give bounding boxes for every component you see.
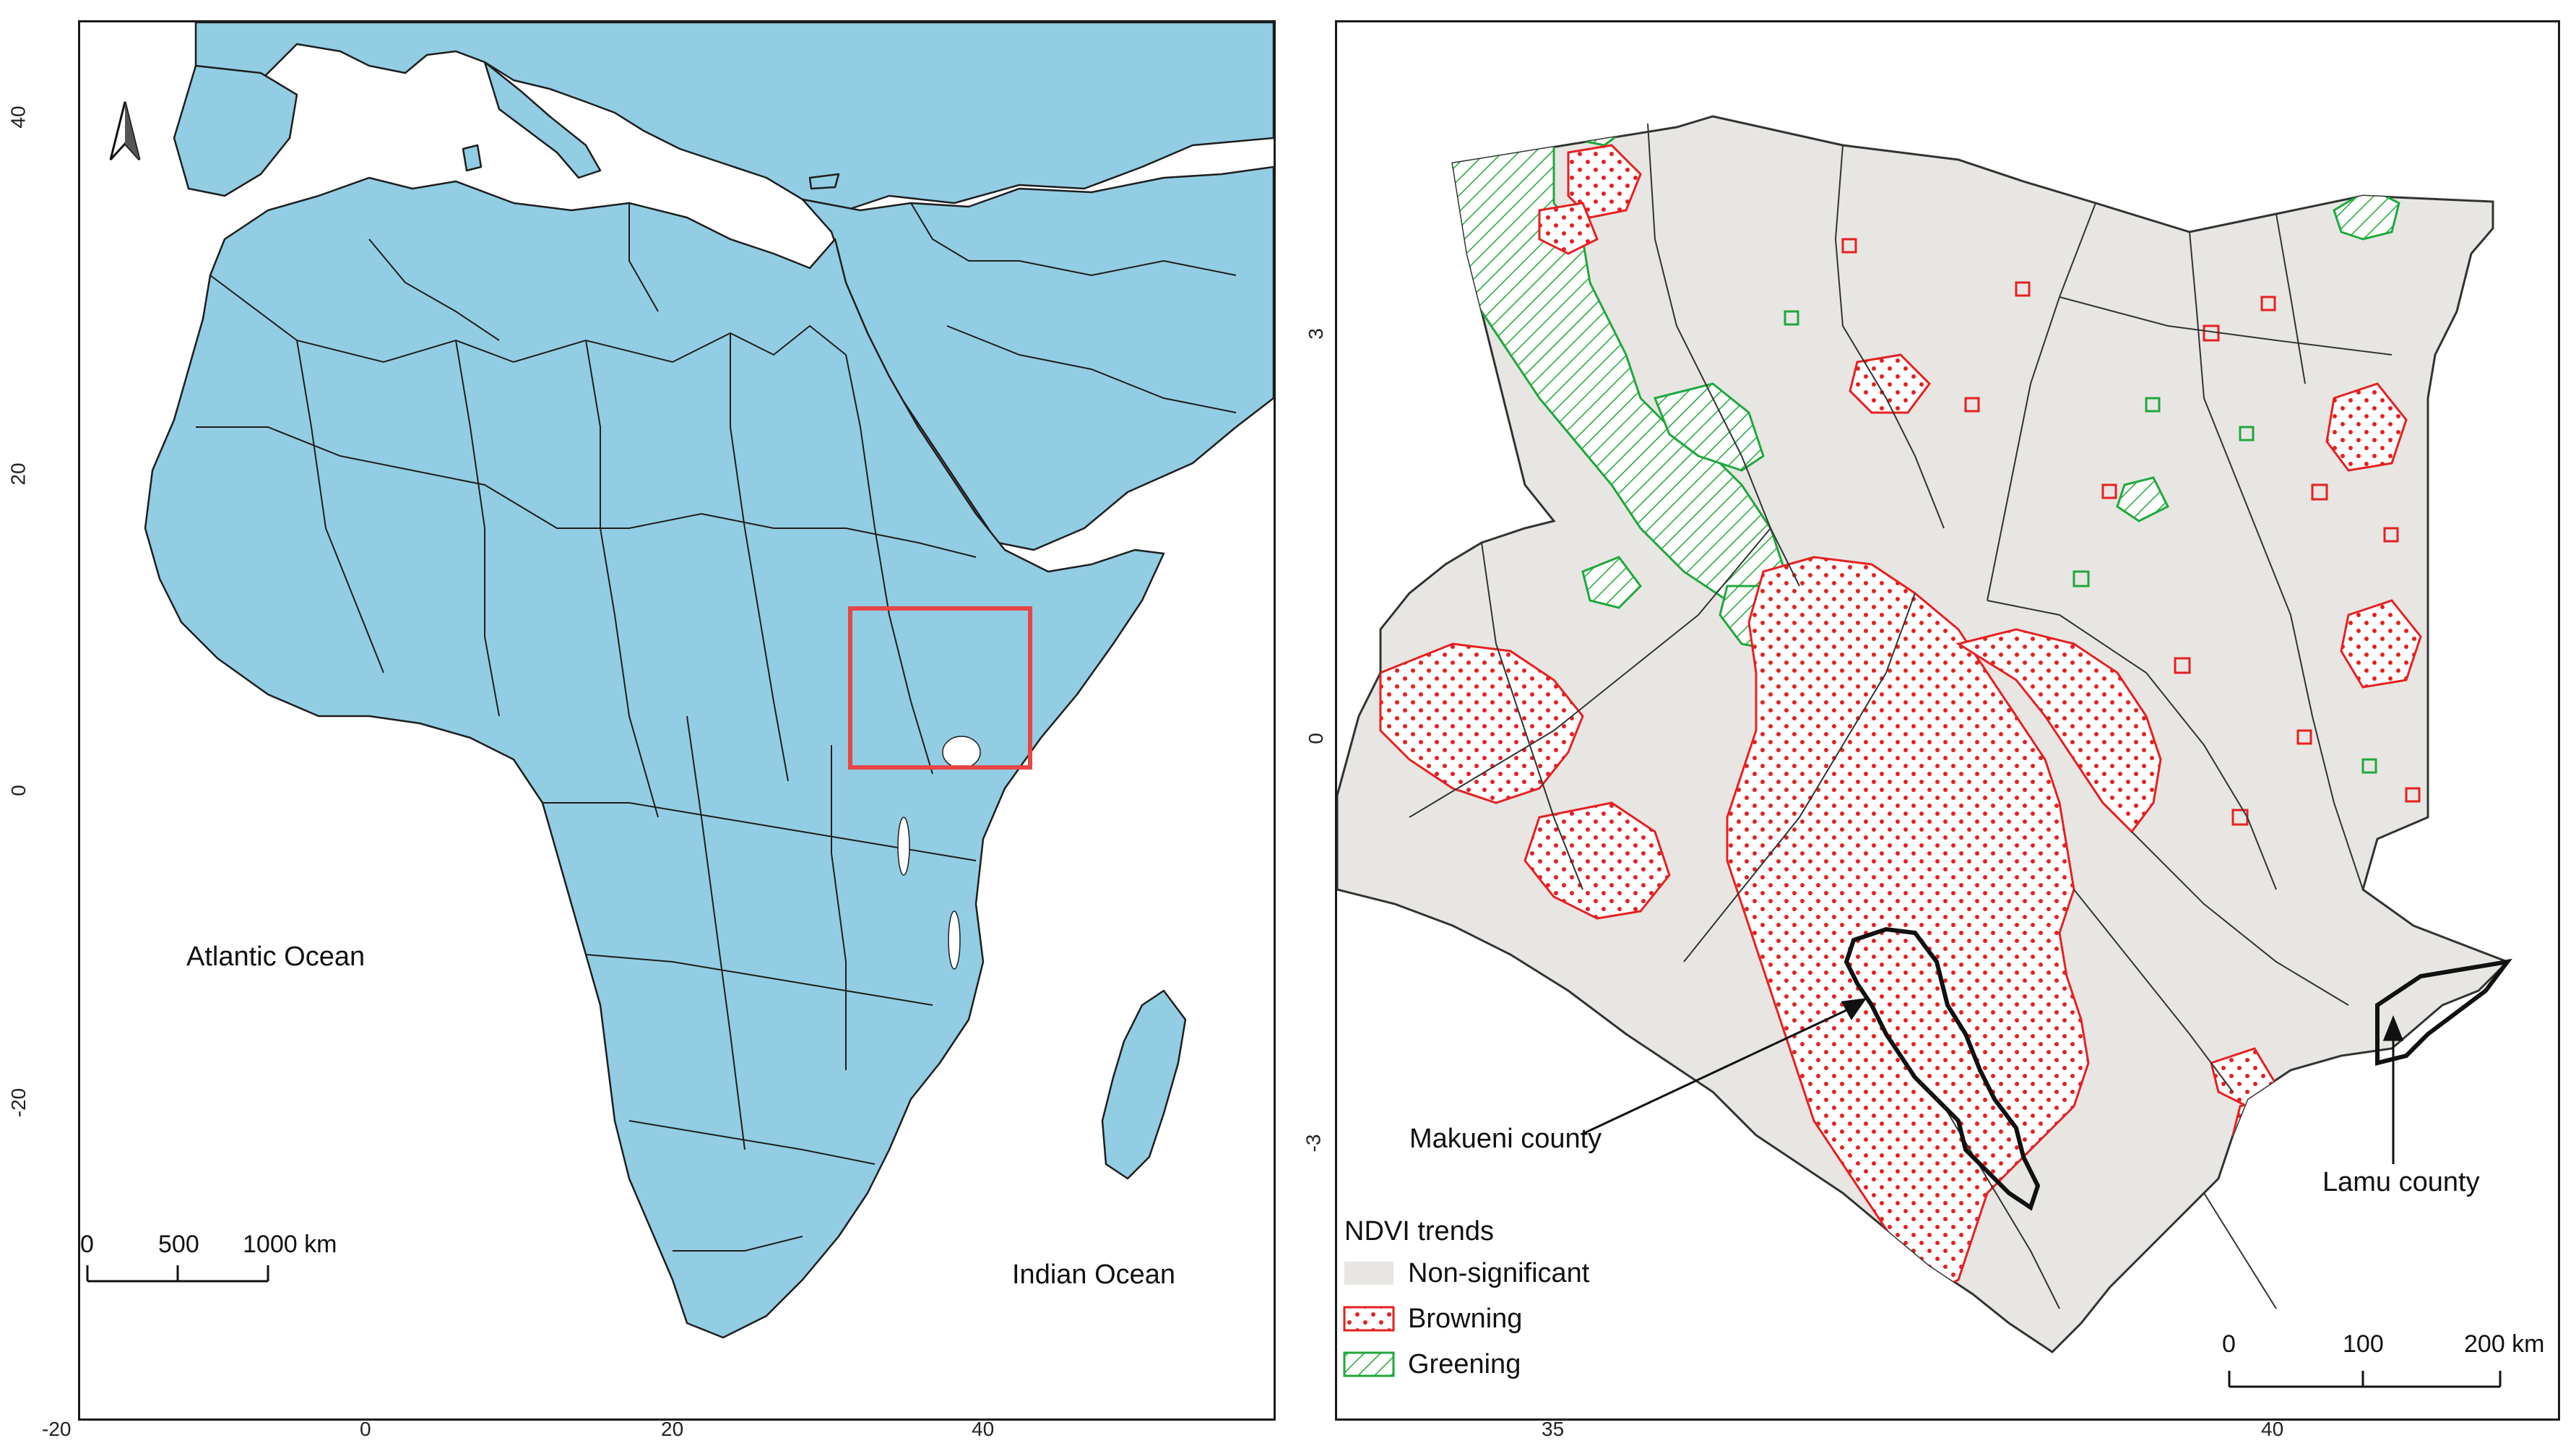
lamu-county-label: Lamu county <box>2322 1167 2480 1197</box>
legend-title: NDVI trends <box>1344 1216 1494 1247</box>
italy-landmass <box>483 61 602 179</box>
left-scale-bar <box>86 1265 269 1283</box>
right-scale-label-200: 200 km <box>2464 1330 2545 1358</box>
left-lat-tick-m20: -20 <box>7 1088 30 1118</box>
madagascar-landmass <box>1101 989 1187 1180</box>
left-lon-tick-m20: -20 <box>42 1418 72 1440</box>
atlantic-ocean-label: Atlantic Ocean <box>186 942 366 972</box>
county-boundaries <box>1409 123 2393 1309</box>
lamu-county-outline <box>2375 958 2512 1066</box>
sardinia-landmass <box>462 144 483 172</box>
right-scale-label-100: 100 <box>2343 1330 2384 1358</box>
right-lat-tick-0: 0 <box>1304 733 1327 744</box>
right-scale-bar <box>2228 1371 2502 1388</box>
makueni-county-label: Makueni county <box>1409 1124 1602 1154</box>
left-lon-tick-40: 40 <box>972 1418 995 1440</box>
cyprus-landmass <box>808 173 840 190</box>
legend-swatch-browning <box>1343 1306 1395 1332</box>
north-arrow-icon <box>109 101 141 161</box>
iberia-landmass <box>173 64 298 197</box>
right-scale-label-0: 0 <box>2222 1330 2236 1358</box>
lake-malawi <box>948 910 961 970</box>
right-lat-tick-3: 3 <box>1304 328 1327 340</box>
right-lat-tick-m3: -3 <box>1302 1134 1325 1153</box>
left-scale-label-500: 500 <box>158 1231 199 1258</box>
left-lon-tick-0: 0 <box>360 1418 371 1440</box>
left-scale-label-1000: 1000 km <box>243 1231 337 1258</box>
legend-label-browning: Browning <box>1408 1304 1523 1334</box>
indian-ocean-label: Indian Ocean <box>1012 1260 1176 1290</box>
left-lat-tick-0: 0 <box>7 785 30 796</box>
annotation-arrows <box>1582 998 2404 1164</box>
right-lon-tick-35: 35 <box>1542 1418 1565 1440</box>
kenya-highlight-box <box>848 606 1032 770</box>
left-scale-label-0: 0 <box>80 1231 94 1258</box>
legend-swatch-non-significant <box>1344 1262 1393 1285</box>
legend-label-greening: Greening <box>1408 1349 1521 1379</box>
europe-landmass <box>194 22 1274 212</box>
africa-overview-map: Atlantic Ocean Indian Ocean 0 500 1000 k… <box>78 20 1276 1421</box>
kenya-ndvi-map: Makueni county Lamu county NDVI trends N… <box>1335 20 2560 1421</box>
lake-tanganyika <box>897 817 910 876</box>
legend-label-non-significant: Non-significant <box>1408 1258 1590 1288</box>
left-lat-tick-20: 20 <box>7 462 30 486</box>
africa-map-svg <box>86 22 1274 1339</box>
kenya-map-svg <box>1337 115 2512 1388</box>
makueni-county-outline <box>1844 926 2041 1211</box>
left-lat-tick-40: 40 <box>7 106 30 129</box>
legend-swatch-greening <box>1343 1351 1395 1377</box>
left-lon-tick-20: 20 <box>661 1418 684 1440</box>
right-lon-tick-40: 40 <box>2261 1418 2284 1440</box>
lake-victoria <box>942 736 981 769</box>
